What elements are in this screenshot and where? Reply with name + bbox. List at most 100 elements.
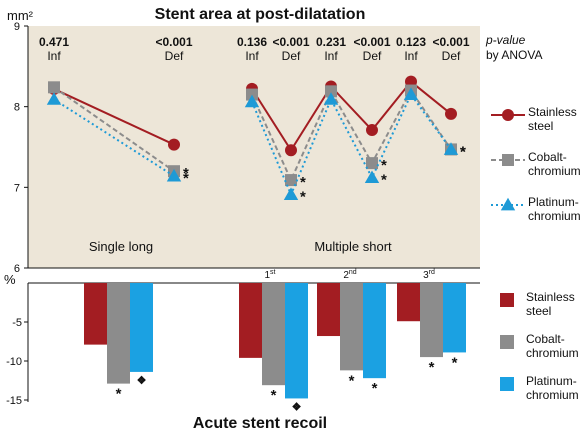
significance-mark: * [429,359,435,376]
bottom-y-ticks: -5 -10 -15 [6,317,28,407]
significance-mark: * [372,380,378,397]
legend-label: chromium [528,164,581,178]
top-y-unit: mm² [7,8,34,23]
series-line-cobalt-chromium [53,86,175,173]
p-value-row: 0.471Inf<0.001Def0.136Inf<0.001Def0.231I… [39,35,470,63]
legend-label: chromium [526,388,579,402]
position-label-2nd: 2nd [343,269,356,281]
bottom-chart-title: Acute stent recoil [193,415,327,432]
data-point-platinum-chromium [443,142,459,155]
data-point-platinum-chromium [364,170,380,184]
bottom-legend: StainlesssteelCobalt-chromiumPlatinum-ch… [500,290,579,402]
series-line-stainless-steel [251,80,452,153]
p-value-label: Def [363,49,382,63]
p-value: <0.001 [155,35,192,49]
top-chart-title: Stent area at post-dilatation [155,6,366,23]
series-line-platinum-chromium [251,92,452,198]
bar-cobalt-chromium [340,283,363,371]
data-point-stainless-steel [445,107,457,120]
data-point-platinum-chromium [323,92,339,105]
significance-mark: * [460,143,466,160]
data-point-cobalt-chromium [366,157,378,170]
p-value-label: Inf [404,49,418,63]
top-y-tick-label: 9 [14,21,20,33]
bar-cobalt-chromium [262,283,285,386]
legend-label: chromium [528,209,581,223]
p-value: 0.123 [396,35,426,49]
p-value-label: Inf [324,49,338,63]
p-value-label: Inf [47,49,61,63]
significance-mark: * [460,143,466,160]
p-value-label: Def [165,49,184,63]
bottom-y-tick-label: -10 [6,356,22,368]
p-value: <0.001 [432,35,469,49]
legend-swatch-cobalt-chromium [500,335,514,349]
data-point-stainless-steel [285,144,297,157]
p-value: 0.471 [39,35,69,49]
significance-mark: ❖ [292,401,302,413]
bar-platinum-chromium [285,283,308,399]
top-y-tick-label: 7 [14,182,20,194]
legend-label: Stainless [528,105,577,119]
bar-platinum-chromium [443,283,466,353]
data-point-stainless-steel [168,138,180,151]
legend-label: Cobalt- [528,150,567,164]
legend-marker-platinum-chromium [500,197,516,211]
p-value: 0.136 [237,35,267,49]
bottom-y-unit: % [4,272,16,287]
data-point-stainless-steel [366,124,378,137]
series-line-cobalt-chromium [251,88,452,183]
data-point-platinum-chromium [283,187,299,200]
data-point-cobalt-chromium [246,88,258,101]
data-point-platinum-chromium [244,94,260,108]
legend-label: Platinum- [528,195,579,209]
p-value: <0.001 [272,35,309,49]
significance-mark: * [300,174,306,191]
significance-mark: * [381,157,387,174]
p-value-header-2: by ANOVA [486,48,542,62]
data-point-platinum-chromium [166,168,182,182]
bar-stainless-steel [317,283,340,337]
significance-mark: * [183,165,189,182]
p-value-header: p-value [485,33,526,47]
position-label-3rd: 3rd [423,269,435,281]
legend-label: Cobalt- [526,332,565,346]
top-series-layer: ******** [46,75,466,206]
p-value: <0.001 [353,35,390,49]
bar-cobalt-chromium [107,283,130,384]
significance-mark: * [381,172,387,189]
legend-label: steel [526,304,551,318]
position-label-1st: 1st [264,269,275,281]
top-y-ticks: 6 7 8 9 [14,21,28,275]
legend-label: chromium [526,346,579,360]
top-y-tick-label: 6 [14,263,20,275]
data-point-cobalt-chromium [325,85,337,98]
series-line-platinum-chromium [53,98,175,177]
top-plot-area [28,26,480,268]
legend-label: Stainless [526,290,575,304]
p-value-label: Def [282,49,301,63]
p-value-label: Inf [245,49,259,63]
bar-cobalt-chromium [420,283,443,358]
data-point-platinum-chromium [403,87,419,100]
legend-swatch-stainless-steel [500,293,514,307]
legend-marker-cobalt-chromium [502,154,514,166]
legend-marker-stainless-steel [502,109,514,121]
significance-mark: ❖ [137,375,147,387]
group-label-multiple-short: Multiple short [314,239,392,254]
significance-mark: * [116,386,122,403]
top-legend: StainlesssteelCobalt-chromiumPlatinum-ch… [491,105,581,223]
significance-mark: * [271,387,277,404]
significance-mark: * [300,189,306,206]
bottom-bars-layer: * * * * ❖ ❖ * * [84,283,466,413]
legend-swatch-platinum-chromium [500,377,514,391]
significance-mark: * [349,372,355,389]
top-y-tick-label: 8 [14,102,20,114]
bar-stainless-steel [84,283,107,345]
legend-label: steel [528,119,553,133]
data-point-cobalt-chromium [285,174,297,187]
data-point-cobalt-chromium [48,81,60,94]
significance-mark: * [452,354,458,371]
legend-label: Platinum- [526,374,577,388]
